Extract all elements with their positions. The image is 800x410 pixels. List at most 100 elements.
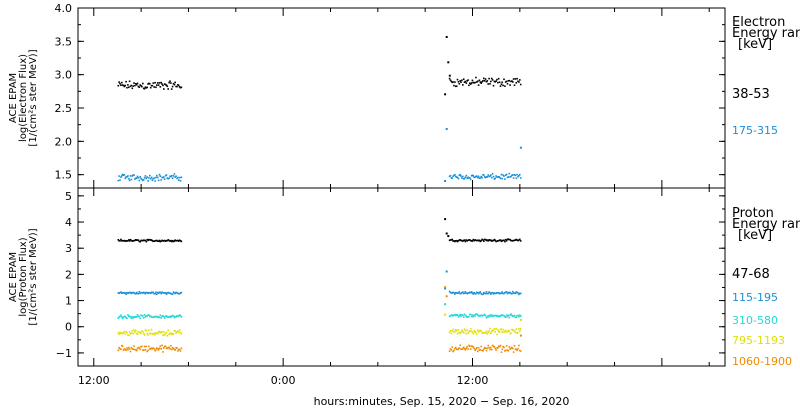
- proton-point-795-1193: [131, 330, 134, 332]
- electron-point-38-53: [469, 82, 471, 84]
- proton-point-795-1193: [132, 332, 134, 335]
- electron-point-38-53: [470, 82, 473, 84]
- proton-point-47-68: [175, 240, 177, 242]
- proton-point-1060-1900: [163, 345, 166, 348]
- proton-point-795-1193: [163, 334, 166, 336]
- proton-point-47-68: [519, 240, 522, 242]
- proton-point-795-1193: [149, 332, 151, 335]
- electron-point-175-315: [163, 176, 165, 178]
- proton-point-310-580: [449, 315, 452, 317]
- proton-point-1060-1900: [495, 349, 497, 351]
- proton-point-1060-1900: [163, 347, 165, 349]
- proton-point-1060-1900: [486, 347, 489, 350]
- electron-point-175-315: [498, 176, 501, 179]
- proton-point-310-580: [497, 314, 499, 317]
- proton-point-1060-1900: [454, 347, 456, 350]
- proton-point-1060-1900: [148, 345, 150, 348]
- proton-point-795-1193: [158, 330, 161, 333]
- electron-point-38-53: [156, 84, 158, 86]
- proton-point-115-195: [121, 292, 124, 294]
- proton-point-310-580: [488, 316, 490, 318]
- electron-point-38-53: [461, 79, 463, 82]
- proton-point-795-1193: [504, 329, 507, 332]
- proton-point-115-195: [452, 291, 454, 294]
- proton-point-115-195: [142, 291, 145, 294]
- proton-point-1060-1900: [130, 346, 133, 349]
- proton-point-795-1193: [497, 329, 499, 331]
- proton-point-310-580: [120, 314, 122, 316]
- proton-point-1060-1900: [487, 344, 489, 347]
- proton-point-795-1193: [172, 333, 175, 336]
- proton-point-115-195: [472, 293, 475, 295]
- electron-point-38-53: [484, 78, 487, 80]
- proton-point-115-195: [503, 292, 505, 295]
- electron-point-38-53: [462, 78, 465, 80]
- proton-point-47-68: [452, 240, 454, 242]
- proton-point-115-195: [449, 291, 452, 294]
- proton-point-310-580: [513, 314, 516, 317]
- proton-point-795-1193: [128, 331, 131, 333]
- electron-point-175-315: [489, 175, 491, 177]
- proton-point-1060-1900: [176, 347, 178, 349]
- proton-point-1060-1900: [471, 345, 474, 348]
- electron-point-175-315: [483, 176, 486, 178]
- electron-point-175-315: [456, 176, 459, 179]
- proton-point-310-580: [517, 314, 519, 317]
- electron-point-38-53: [480, 82, 482, 84]
- electron-point-38-53: [478, 79, 481, 82]
- proton-point-310-580: [499, 315, 502, 317]
- proton-point-310-580: [178, 314, 181, 316]
- proton-point-1060-1900: [157, 349, 160, 351]
- proton-point-1060-1900: [505, 345, 508, 347]
- electron-point-175-315: [166, 177, 169, 179]
- proton-point-115-195: [127, 292, 129, 295]
- proton-point-115-195: [464, 291, 467, 293]
- proton-point-1060-1900: [469, 345, 471, 347]
- electron-point-38-53: [475, 76, 477, 79]
- proton-point-115-195: [176, 292, 178, 294]
- proton-point-795-1193: [493, 328, 496, 330]
- proton-point-310-580: [519, 314, 521, 316]
- electron-point-38-53: [171, 85, 174, 88]
- electron-point-175-315: [511, 174, 513, 177]
- proton-point-115-195: [505, 291, 508, 293]
- proton-point-1060-1900: [500, 351, 503, 353]
- proton-point-310-580: [172, 315, 175, 317]
- electron-point-175-315: [142, 179, 144, 182]
- proton-point-115-195: [180, 291, 183, 294]
- proton-point-115-195: [484, 292, 487, 295]
- proton-point-47-68: [134, 239, 136, 242]
- proton-point-1060-1900: [476, 347, 478, 349]
- electron-point-38-53: [515, 82, 518, 84]
- proton-point-795-1193: [483, 332, 486, 334]
- electron-point-175-315: [484, 176, 487, 179]
- electron-point-38-53: [132, 85, 134, 87]
- proton-point-310-580: [140, 314, 142, 316]
- electron-point-175-315: [179, 180, 182, 182]
- proton-point-795-1193: [477, 331, 480, 333]
- proton-point-795-1193: [519, 328, 522, 330]
- proton-point-795-1193: [448, 331, 451, 334]
- electron-point-175-315: [171, 177, 174, 179]
- proton-point-115-195: [174, 292, 176, 295]
- electron-point-175-315: [155, 176, 157, 179]
- proton-point-795-1193: [465, 332, 468, 335]
- proton-point-1060-1900: [462, 347, 464, 350]
- proton-point-1060-1900: [145, 345, 148, 348]
- proton-point-115-195: [486, 292, 489, 295]
- proton-point-47-68: [156, 239, 158, 242]
- proton-point-1060-1900: [450, 349, 453, 351]
- proton-point-47-68: [170, 240, 173, 243]
- proton-point-795-1193: [473, 330, 475, 332]
- proton-point-310-580: [466, 316, 468, 318]
- proton-point-795-1193: [140, 332, 142, 335]
- electron-point-175-315: [174, 176, 176, 178]
- proton-point-795-1193: [143, 334, 146, 336]
- proton-point-795-1193: [467, 332, 469, 335]
- proton-point-310-580: [167, 316, 169, 318]
- electron-point-175-315: [134, 178, 136, 180]
- proton-point-310-580: [127, 314, 129, 316]
- proton-point-795-1193: [153, 332, 155, 335]
- electron-point-38-53: [119, 82, 121, 85]
- proton-point-115-195: [136, 292, 139, 295]
